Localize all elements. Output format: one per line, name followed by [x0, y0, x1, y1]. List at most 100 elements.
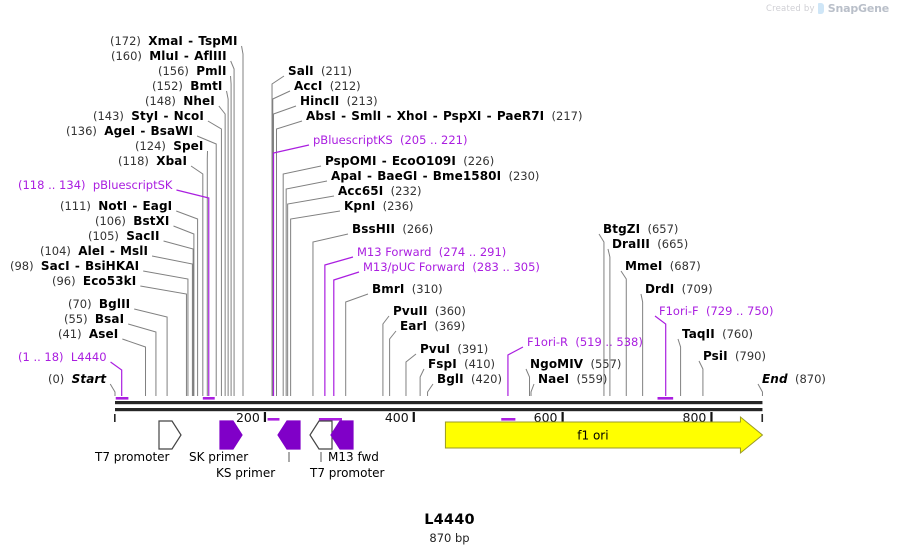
enzyme-label-end[interactable]: End (870): [762, 373, 826, 385]
enzyme-name: AleI: [78, 244, 105, 258]
enzyme-label-bmri[interactable]: BmrI (310): [372, 283, 443, 295]
enzyme-label-mlui[interactable]: (160) MluI - AflIII: [111, 50, 227, 62]
enzyme-position: (657): [647, 222, 679, 236]
feature-label-pbsk[interactable]: (118 .. 134) pBluescriptSK: [18, 179, 172, 191]
enzyme-label-naei[interactable]: NaeI (559): [538, 373, 607, 385]
enzyme-label-hincii[interactable]: HincII (213): [300, 95, 378, 107]
enzyme-label-kpni[interactable]: KpnI (236): [344, 200, 414, 212]
pbsk-span: [202, 397, 215, 400]
enzyme-label-acci[interactable]: AccI (212): [294, 80, 361, 92]
enzyme-position: (226): [463, 154, 495, 168]
enzyme-label-pmli[interactable]: (156) PmlI: [158, 65, 227, 77]
feature-label-connector: [288, 452, 290, 462]
enzyme-position: (148): [145, 94, 176, 108]
enzyme-name: PspXI: [442, 109, 482, 123]
enzyme-label-bsshii[interactable]: BssHII (266): [352, 223, 433, 235]
enzyme-position: (156): [158, 64, 189, 78]
enzyme-label-fspi[interactable]: FspI (410): [428, 358, 495, 370]
enzyme-name: DraIII: [612, 237, 650, 251]
enzyme-label-pspomi[interactable]: PspOMI - EcoO109I (226): [325, 155, 494, 167]
enzyme-label-eari[interactable]: EarI (369): [400, 320, 465, 332]
enzyme-name: BglII: [98, 297, 131, 311]
enzyme-label-bstxi[interactable]: (106) BstXI: [95, 215, 170, 227]
enzyme-name: XbaI: [156, 154, 188, 168]
enzyme-label-saci[interactable]: (98) SacI - BsiHKAI: [10, 260, 139, 272]
feature-name: F1ori-R: [527, 335, 569, 349]
t7-promoter-2-arrow: [309, 420, 333, 450]
enzyme-label-noti[interactable]: (111) NotI - EagI: [60, 200, 172, 212]
ruler-tick: [412, 412, 415, 422]
enzyme-name: XhoI: [396, 109, 428, 123]
enzyme-separator: -: [482, 109, 496, 123]
enzyme-position: (870): [794, 372, 826, 386]
enzyme-label-apai[interactable]: ApaI - BaeGI - Bme1580I (230): [331, 170, 539, 182]
enzyme-position: (230): [508, 169, 540, 183]
snapgene-logo-icon: [817, 3, 824, 14]
enzyme-position: (152): [152, 79, 183, 93]
feature-label-pbks[interactable]: pBluescriptKS (205 .. 221): [313, 134, 467, 146]
map-feature-label-t7-promoter-1[interactable]: T7 promoter: [95, 450, 170, 464]
enzyme-label-bsai[interactable]: (55) BsaI: [64, 313, 124, 325]
ruler-tick: [263, 412, 267, 422]
enzyme-name: AgeI: [104, 124, 136, 138]
enzyme-label-pvui[interactable]: PvuI (391): [420, 343, 488, 355]
enzyme-label-alei[interactable]: (104) AleI - MslI: [40, 245, 148, 257]
enzyme-position: (136): [66, 124, 97, 138]
enzyme-label-ngomiv[interactable]: NgoMIV (557): [530, 358, 621, 370]
feature-range: (729 .. 750): [705, 304, 774, 318]
enzyme-name: PvuI: [420, 342, 451, 356]
enzyme-position: (236): [382, 199, 414, 213]
ruler-tick: [710, 412, 713, 422]
enzyme-label-xbai[interactable]: (118) XbaI: [118, 155, 187, 167]
enzyme-position: (105): [88, 229, 119, 243]
enzyme-label-spei[interactable]: (124) SpeI: [135, 140, 204, 152]
enzyme-separator: -: [183, 34, 198, 48]
feature-label-m13fwd[interactable]: M13 Forward (274 .. 291): [357, 246, 506, 258]
enzyme-label-nhei[interactable]: (148) NheI: [145, 95, 215, 107]
map-feature-label-t7-promoter-2[interactable]: T7 promoter: [310, 466, 385, 480]
enzyme-label-acc65i[interactable]: Acc65I (232): [338, 185, 422, 197]
enzyme-label-taqii[interactable]: TaqII (760): [682, 328, 753, 340]
enzyme-separator: -: [428, 109, 442, 123]
enzyme-name: ApaI: [331, 169, 362, 183]
enzyme-label-bglii[interactable]: (70) BglII: [68, 298, 130, 310]
watermark-created-by: Created by: [765, 3, 815, 14]
enzyme-label-drdi[interactable]: DrdI (709): [645, 283, 713, 295]
enzyme-label-draiii[interactable]: DraIII (665): [612, 238, 688, 250]
enzyme-label-pvuii[interactable]: PvuII (360): [393, 305, 466, 317]
enzyme-name: EarI: [400, 319, 428, 333]
enzyme-name: SpeI: [173, 139, 204, 153]
feature-label-f1orir[interactable]: F1ori-R (519 .. 538): [527, 336, 643, 348]
feature-label-f1orif[interactable]: F1ori-F (729 .. 750): [659, 305, 773, 317]
feature-range: (118 .. 134): [18, 178, 86, 192]
enzyme-label-sali[interactable]: SalI (211): [288, 65, 352, 77]
enzyme-label-bgli[interactable]: BglI (420): [437, 373, 502, 385]
enzyme-label-start[interactable]: (0) Start: [48, 373, 106, 385]
plasmid-size: 870 bp: [429, 531, 470, 545]
snapgene-watermark: Created by SnapGene: [766, 2, 889, 15]
enzyme-label-xmai[interactable]: (172) XmaI - TspMI: [110, 35, 238, 47]
feature-label-l4440[interactable]: (1 .. 18) L4440: [18, 351, 107, 363]
enzyme-position: (172): [110, 34, 141, 48]
feature-label-m13pucfw[interactable]: M13/pUC Forward (283 .. 305): [363, 261, 540, 273]
map-feature-label-sk-primer[interactable]: SK primer: [189, 450, 249, 464]
enzyme-position: (232): [390, 184, 422, 198]
enzyme-label-styi[interactable]: (143) StyI - NcoI: [93, 110, 204, 122]
enzyme-separator: -: [128, 199, 142, 213]
enzyme-label-btgzi[interactable]: BtgZI (657): [603, 223, 678, 235]
map-feature-label-ks-primer[interactable]: KS primer: [216, 466, 276, 480]
enzyme-label-psii[interactable]: PsiI (790): [703, 350, 766, 362]
enzyme-label-bmti[interactable]: (152) BmtI: [152, 80, 223, 92]
feature-name: M13 Forward: [357, 245, 432, 259]
map-feature-label-m13-fwd[interactable]: M13 fwd: [328, 450, 379, 464]
feature-name: M13/pUC Forward: [363, 260, 466, 274]
enzyme-label-asei[interactable]: (41) AseI: [58, 328, 118, 340]
enzyme-position: (211): [321, 64, 352, 78]
enzyme-label-absi[interactable]: AbsI - SmlI - XhoI - PspXI - PaeR7I (217…: [306, 110, 582, 122]
enzyme-label-agei[interactable]: (136) AgeI - BsaWI: [66, 125, 193, 137]
enzyme-name: KpnI: [344, 199, 376, 213]
enzyme-label-eco53ki[interactable]: (96) Eco53kI: [52, 275, 136, 287]
enzyme-label-mmei[interactable]: MmeI (687): [625, 260, 701, 272]
enzyme-label-sacii[interactable]: (105) SacII: [88, 230, 160, 242]
